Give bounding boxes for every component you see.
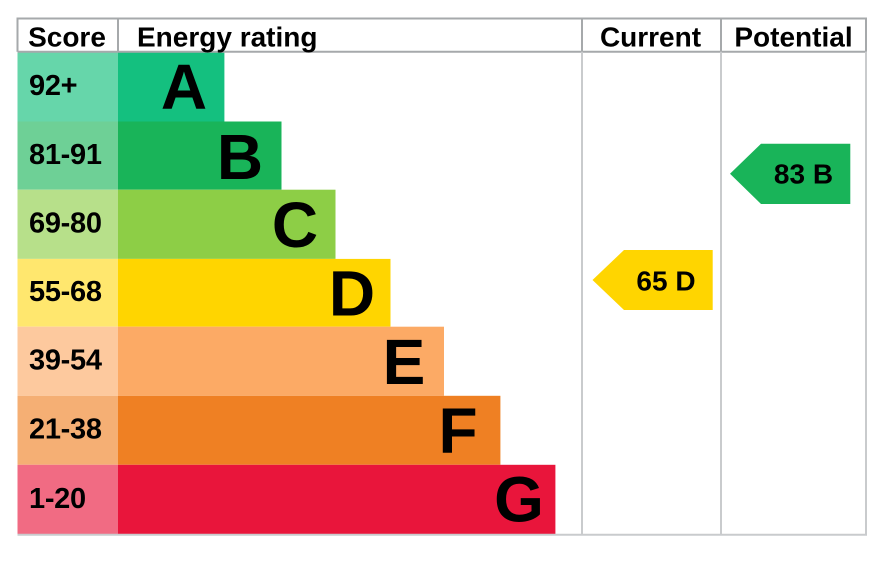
svg-text:F: F (438, 395, 477, 467)
svg-text:B: B (217, 121, 263, 193)
svg-text:21-38: 21-38 (29, 414, 102, 446)
svg-text:Current: Current (600, 21, 701, 52)
svg-text:Potential: Potential (734, 21, 852, 52)
svg-text:C: C (272, 189, 318, 261)
svg-text:1-20: 1-20 (29, 483, 86, 515)
svg-text:Score: Score (28, 21, 106, 52)
svg-text:81-91: 81-91 (29, 139, 102, 171)
svg-text:39-54: 39-54 (29, 345, 102, 377)
svg-text:G: G (494, 464, 544, 536)
svg-text:D: D (329, 258, 375, 330)
svg-text:83 B: 83 B (774, 159, 833, 190)
svg-text:69-80: 69-80 (29, 208, 102, 240)
svg-text:65 D: 65 D (636, 266, 695, 297)
svg-text:55-68: 55-68 (29, 276, 102, 308)
svg-text:E: E (383, 326, 426, 398)
svg-text:A: A (161, 51, 207, 123)
svg-text:92+: 92+ (29, 70, 77, 102)
svg-text:Energy rating: Energy rating (137, 21, 317, 52)
